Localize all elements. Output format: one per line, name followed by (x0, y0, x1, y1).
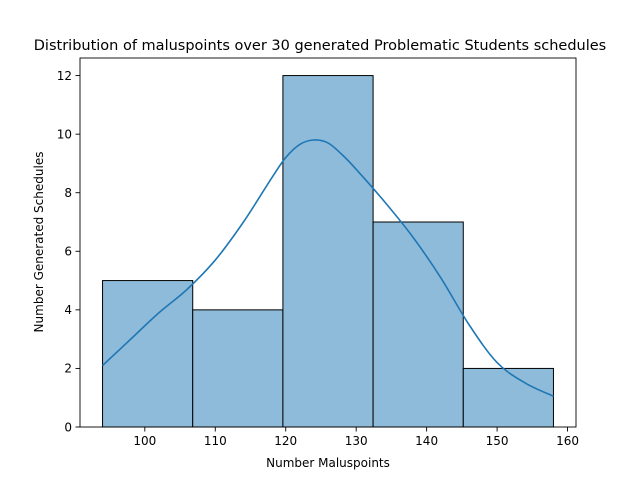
y-tick-label: 4 (64, 303, 72, 317)
x-tick-label: 110 (204, 434, 227, 448)
x-axis-ticks: 100 110 120 130 140 150 160 (133, 427, 579, 448)
y-tick-label: 8 (64, 186, 72, 200)
x-tick-label: 120 (274, 434, 297, 448)
x-tick-label: 100 (133, 434, 156, 448)
histogram-bar-3 (282, 75, 374, 428)
plot-frame (79, 57, 577, 428)
chart-title: Distribution of maluspoints over 30 gene… (34, 38, 606, 54)
x-tick-label: 130 (345, 434, 368, 448)
y-axis-ticks: 0 2 4 6 8 10 12 (57, 69, 80, 434)
y-tick-label: 10 (57, 127, 72, 141)
bars-group (102, 75, 554, 428)
y-tick-label: 6 (64, 245, 72, 259)
x-tick-label: 140 (415, 434, 438, 448)
y-tick-label: 2 (64, 362, 72, 376)
histogram-bar-2 (192, 309, 284, 428)
histogram-bar-5 (462, 367, 554, 428)
x-tick-label: 150 (486, 434, 509, 448)
y-tick-label: 12 (57, 69, 72, 83)
histogram-bar-1 (102, 280, 194, 428)
x-axis-label: Number Maluspoints (266, 456, 390, 470)
histogram-bar-4 (372, 221, 464, 428)
y-tick-label: 0 (64, 420, 72, 434)
y-axis-label: Number Generated Schedules (32, 152, 46, 333)
x-tick-label: 160 (556, 434, 579, 448)
kde-line (101, 139, 554, 397)
